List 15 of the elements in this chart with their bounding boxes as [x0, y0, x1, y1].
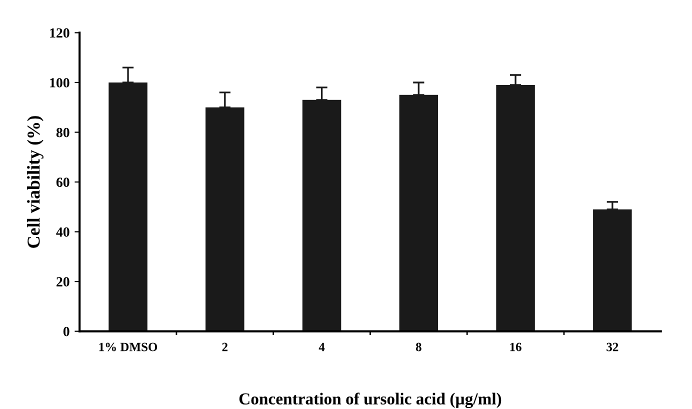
y-tick-label: 0 [63, 326, 70, 336]
x-tick-label: 4 [318, 342, 325, 352]
x-tick-label: 8 [416, 342, 422, 352]
y-axis-title: Cell viability (%) [27, 116, 44, 248]
x-tick-label: 1% DMSO [99, 342, 158, 352]
x-tick-label: 16 [510, 342, 522, 352]
y-tick-label: 20 [56, 277, 70, 286]
y-tick-label: 40 [56, 227, 70, 237]
x-axis-title: Concentration of ursolic acid (µg/ml) [239, 392, 502, 408]
x-tick-label: 32 [606, 342, 618, 352]
y-tick-label: 100 [50, 78, 70, 88]
y-tick-label: 80 [56, 128, 70, 138]
y-tick-label: 60 [56, 178, 70, 187]
x-tick-label: 2 [222, 342, 228, 352]
y-tick-label: 120 [50, 28, 70, 38]
